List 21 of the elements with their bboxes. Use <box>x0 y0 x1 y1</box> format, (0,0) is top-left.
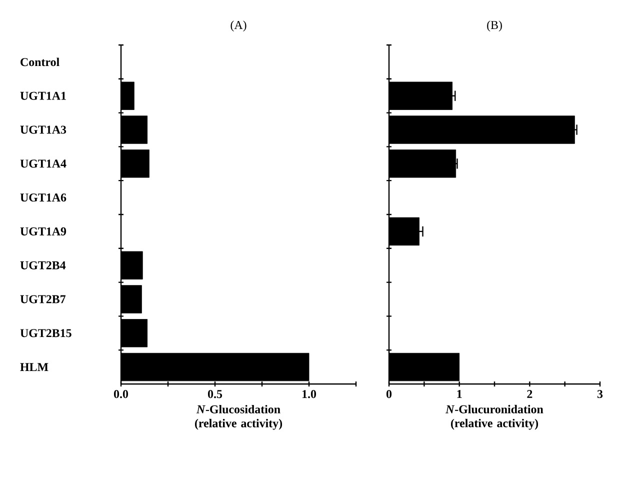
x-axis-title: N-Glucosidation (relative activity) <box>195 404 282 430</box>
x-tick-label: 1 <box>457 390 462 398</box>
x-tick-label: 0 <box>386 390 392 398</box>
y-tick-label: UGT1A9 <box>20 227 66 236</box>
y-tick-label: HLM <box>20 363 48 371</box>
y-tick-label: UGT1A3 <box>20 126 66 134</box>
x-tick-label: 2 <box>527 390 532 398</box>
x-axis-title: N-Glucuronidation (relative activity) <box>446 404 544 430</box>
y-tick-label: Control <box>20 58 60 66</box>
chart-title: (A) <box>230 20 246 32</box>
y-tick-label: UGT1A4 <box>20 160 66 168</box>
y-tick-label: UGT2B7 <box>20 295 66 304</box>
y-tick-label: UGT1A6 <box>20 194 66 202</box>
y-tick-label: UGT2B15 <box>20 329 72 338</box>
x-tick-label: 0.0 <box>114 390 128 398</box>
y-tick-label: UGT2B4 <box>20 261 66 270</box>
y-tick-label: UGT1A1 <box>20 92 66 100</box>
x-tick-label: 1.0 <box>302 390 316 398</box>
x-tick-label: 3 <box>597 390 603 398</box>
x-tick-label: 0.5 <box>208 390 222 398</box>
chart-title: (B) <box>487 20 502 32</box>
